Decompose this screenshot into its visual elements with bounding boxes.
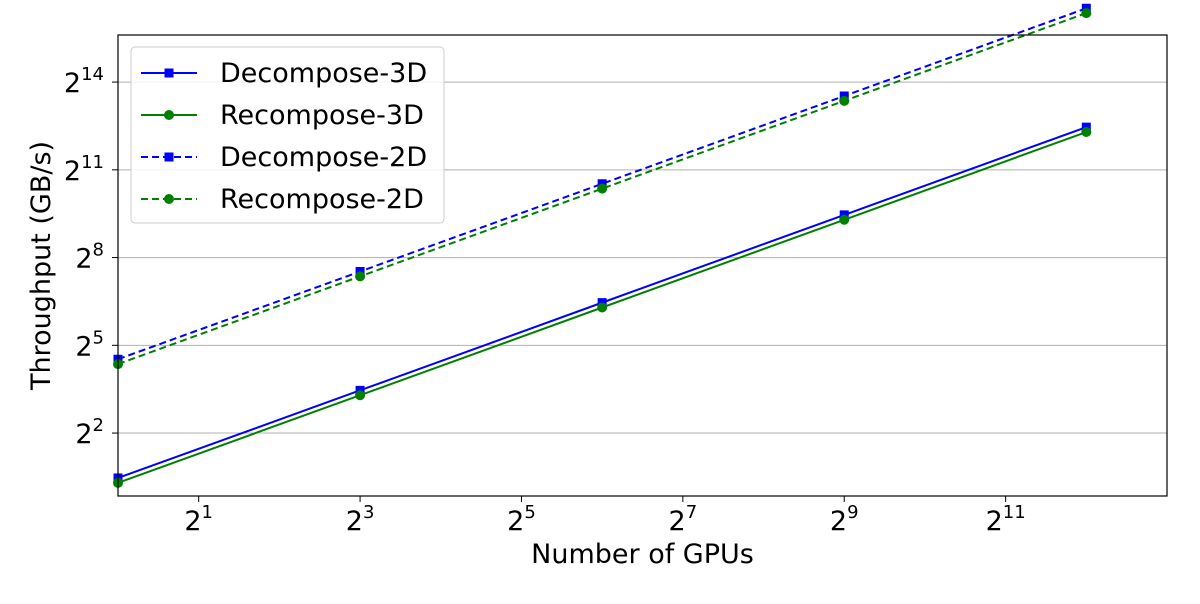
x-tick-label: 27 xyxy=(669,502,698,537)
data-point xyxy=(839,214,850,225)
legend-item: Decompose-3D xyxy=(141,58,427,89)
y-tick-label: 28 xyxy=(75,240,104,275)
y-tick-label: 211 xyxy=(64,152,104,187)
y-tick-label: 214 xyxy=(64,64,104,99)
legend-label: Decompose-3D xyxy=(220,58,427,89)
x-tick-label: 21 xyxy=(184,502,213,537)
data-point xyxy=(1081,8,1092,19)
data-point xyxy=(355,271,366,282)
series-line xyxy=(117,12,1087,366)
legend-label: Recompose-3D xyxy=(220,100,424,131)
data-point xyxy=(355,390,366,401)
x-tick-label: 29 xyxy=(830,502,859,537)
legend-box xyxy=(130,46,445,224)
data-point xyxy=(839,95,850,106)
data-point xyxy=(1081,127,1092,138)
y-axis-label: Throughput (GB/s) xyxy=(26,141,57,391)
x-tick-label: 25 xyxy=(507,502,536,537)
legend-item: Recompose-2D xyxy=(141,184,424,215)
series-recompose-3d xyxy=(113,127,1092,488)
x-tick-label: 23 xyxy=(346,502,375,537)
legend-item: Decompose-2D xyxy=(141,142,427,173)
y-tick-label: 22 xyxy=(75,415,104,450)
legend-item: Recompose-3D xyxy=(141,100,424,131)
series-layer xyxy=(113,3,1092,488)
plot-frame xyxy=(117,34,1168,497)
x-axis-label: Number of GPUs xyxy=(531,539,754,570)
x-tick-label: 211 xyxy=(986,502,1026,537)
legend-label: Recompose-2D xyxy=(220,184,424,215)
data-point xyxy=(597,183,608,194)
tick-layer: 21 23 25 27 29 211 22 25 28 211 214 xyxy=(64,64,1026,537)
legend-marker xyxy=(164,68,174,78)
data-point xyxy=(597,302,608,313)
legend-marker xyxy=(164,152,174,162)
legend-label: Decompose-2D xyxy=(220,142,427,173)
legend: Decompose-3D Recompose-3D Decompose-2D Reco… xyxy=(130,46,445,224)
series-line xyxy=(117,7,1087,361)
legend-marker xyxy=(164,110,174,120)
legend-marker xyxy=(164,194,174,204)
y-tick-label: 25 xyxy=(75,327,104,362)
